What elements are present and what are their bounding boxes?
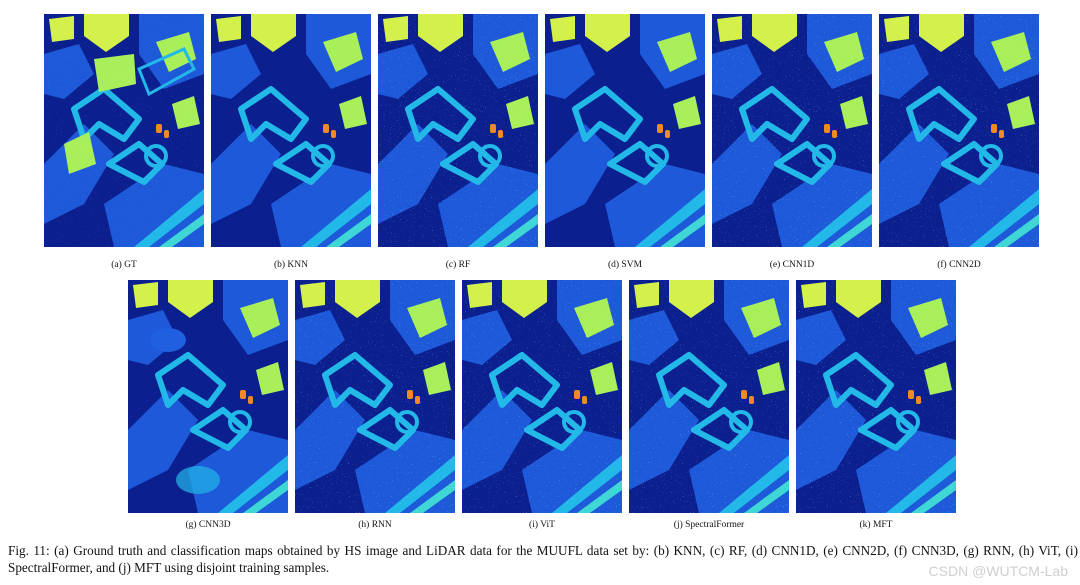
classification-map-image bbox=[712, 14, 872, 247]
subfigure-caption: (h) RNN bbox=[358, 520, 392, 530]
subfigure-caption: (d) SVM bbox=[607, 260, 643, 270]
figure-caption: Fig. 11: (a) Ground truth and classifica… bbox=[8, 543, 1078, 575]
subfigure-caption: (i) ViT bbox=[529, 520, 555, 530]
classification-map-image bbox=[295, 280, 455, 513]
classification-map-image bbox=[879, 14, 1039, 247]
subfigure-caption: (e) CNN1D bbox=[769, 260, 815, 270]
classification-map-panel bbox=[211, 14, 371, 247]
classification-map-panel bbox=[629, 280, 789, 513]
subfigure-caption: (f) CNN2D bbox=[937, 260, 981, 270]
classification-map-image bbox=[44, 14, 204, 247]
classification-map-image bbox=[378, 14, 538, 247]
classification-map-panel bbox=[44, 14, 204, 247]
classification-map-panel bbox=[462, 280, 622, 513]
subfigure-caption: (g) CNN3D bbox=[185, 520, 231, 530]
subfigure-caption: (c) RF bbox=[445, 260, 471, 270]
classification-map-image bbox=[629, 280, 789, 513]
classification-map-panel bbox=[712, 14, 872, 247]
subfigure-caption: (a) GT bbox=[111, 260, 137, 270]
classification-map-panel bbox=[879, 14, 1039, 247]
classification-map-image bbox=[545, 14, 705, 247]
classification-map-image bbox=[462, 280, 622, 513]
classification-map-panel bbox=[545, 14, 705, 247]
classification-map-panel bbox=[378, 14, 538, 247]
classification-map-image bbox=[211, 14, 371, 247]
classification-map-panel bbox=[796, 280, 956, 513]
classification-map-panel bbox=[295, 280, 455, 513]
classification-map-panel bbox=[128, 280, 288, 513]
subfigure-caption: (j) SpectralFormer bbox=[673, 520, 745, 530]
classification-map-image bbox=[796, 280, 956, 513]
subfigure-caption: (b) KNN bbox=[273, 260, 309, 270]
watermark: CSDN @WUTCM-Lab bbox=[928, 563, 1068, 579]
subfigure-caption: (k) MFT bbox=[859, 520, 893, 530]
classification-map-image bbox=[128, 280, 288, 513]
